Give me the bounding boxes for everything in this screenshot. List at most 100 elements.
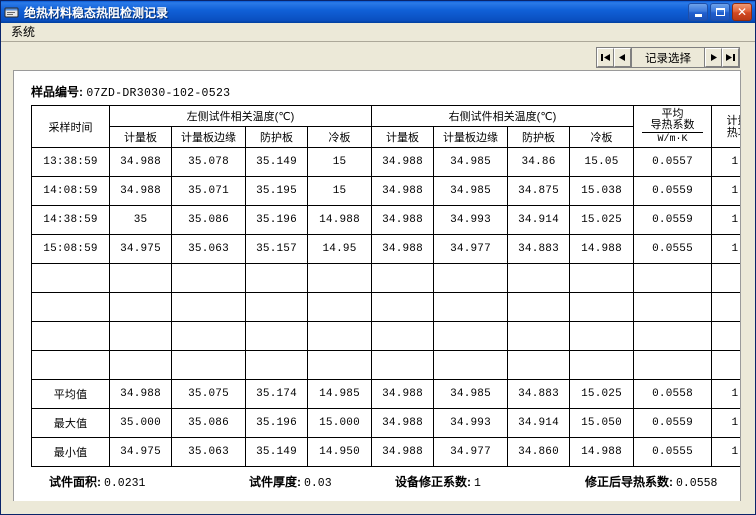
cell-empty (109, 350, 172, 380)
cell-left-edge: 35.078 (171, 147, 246, 177)
cell-left-cold: 14.95 (307, 234, 372, 264)
cell-left-metering: 34.975 (109, 437, 172, 467)
cell-right-cold: 15.050 (569, 408, 634, 438)
cell-empty (633, 350, 712, 380)
cell-empty (245, 321, 308, 351)
header-left-metering-plate: 计量板 (109, 126, 172, 148)
stat-label-minimum: 最小值 (31, 437, 110, 467)
cell-empty (433, 292, 508, 322)
cell-left-edge: 35.086 (171, 408, 246, 438)
cell-empty (307, 292, 372, 322)
window-title: 绝热材料稳态热阻检测记录 (24, 5, 169, 20)
cell-power: 1.721 (711, 205, 740, 235)
cell-empty (433, 321, 508, 351)
table-row-empty[interactable] (31, 350, 740, 380)
cell-empty (171, 350, 246, 380)
header-heating-power: 计量板加 热功率W (711, 105, 741, 148)
cell-right-edge: 34.993 (433, 408, 508, 438)
cell-right-guard: 34.883 (507, 379, 570, 409)
table-row[interactable]: 13:38:59 34.988 35.078 35.149 15 34.988 … (31, 147, 740, 177)
cell-empty (507, 292, 570, 322)
cell-conductivity: 0.0559 (633, 176, 712, 206)
menu-item-system[interactable]: 系统 (11, 24, 36, 39)
stat-label-average: 平均值 (31, 379, 110, 409)
cell-empty (371, 321, 434, 351)
header-group-left: 左侧试件相关温度(℃) (109, 105, 372, 127)
cell-empty (245, 292, 308, 322)
header-right-metering-plate-edge: 计量板边缘 (433, 126, 508, 148)
cell-empty (633, 292, 712, 322)
header-heating-power-line1: 计量板加 (726, 114, 741, 127)
last-record-button[interactable] (722, 48, 739, 67)
cell-right-cold: 14.988 (569, 234, 634, 264)
maximize-button[interactable] (710, 3, 730, 21)
cell-empty (711, 263, 740, 293)
table-row-empty[interactable] (31, 292, 740, 322)
cell-empty (507, 263, 570, 293)
cell-empty (31, 292, 110, 322)
cell-power: 1.715 (711, 379, 740, 409)
table-row-average: 平均值 34.988 35.075 35.174 14.985 34.988 3… (31, 379, 740, 409)
cell-right-cold: 15.025 (569, 379, 634, 409)
cell-right-metering: 34.988 (371, 147, 434, 177)
table-row[interactable]: 14:38:59 35 35.086 35.196 14.988 34.988 … (31, 205, 740, 235)
close-icon: ✕ (736, 4, 748, 19)
cell-left-guard: 35.149 (245, 147, 308, 177)
last-record-icon (725, 53, 736, 62)
cell-right-guard: 34.860 (507, 437, 570, 467)
status-bar (1, 501, 755, 514)
cell-right-edge: 34.977 (433, 437, 508, 467)
cell-empty (507, 350, 570, 380)
record-selector-label[interactable]: 记录选择 (631, 48, 705, 67)
cell-left-guard: 35.195 (245, 176, 308, 206)
corrected-conductivity-value: 0.0558 (676, 477, 718, 490)
sample-number-label: 样品编号: (31, 85, 83, 99)
table-row[interactable]: 15:08:59 34.975 35.063 35.157 14.95 34.9… (31, 234, 740, 264)
cell-empty (307, 263, 372, 293)
next-record-button[interactable] (705, 48, 722, 67)
cell-time: 14:08:59 (31, 176, 110, 206)
cell-power: 1.713 (711, 147, 740, 177)
close-button[interactable]: ✕ (732, 3, 752, 21)
cell-empty (245, 263, 308, 293)
cell-left-edge: 35.071 (171, 176, 246, 206)
table-row-empty[interactable] (31, 263, 740, 293)
cell-empty (633, 263, 712, 293)
cell-right-cold: 15.025 (569, 205, 634, 235)
header-avg-conductivity-line1: 平均 (661, 107, 684, 120)
cell-empty (371, 350, 434, 380)
corrected-conductivity: 修正后导热系数: 0.0558 (585, 473, 717, 490)
cell-empty (31, 263, 110, 293)
cell-left-guard: 35.149 (245, 437, 308, 467)
cell-right-edge: 34.985 (433, 176, 508, 206)
minimize-button[interactable] (688, 3, 708, 21)
table-body: 13:38:59 34.988 35.078 35.149 15 34.988 … (31, 147, 740, 467)
maximize-icon (715, 8, 725, 16)
cell-right-metering: 34.988 (371, 234, 434, 264)
specimen-area-value: 0.0231 (104, 477, 146, 490)
cell-conductivity: 0.0557 (633, 147, 712, 177)
report-content: 样品编号: 07ZD-DR3030-102-0523 采样时间 左侧试件相关温度… (31, 84, 740, 501)
cell-right-metering: 34.988 (371, 205, 434, 235)
table-row-empty[interactable] (31, 321, 740, 351)
cell-empty (171, 263, 246, 293)
previous-record-button[interactable] (614, 48, 631, 67)
app-window-icon (4, 5, 20, 20)
cell-time: 13:38:59 (31, 147, 110, 177)
first-record-button[interactable] (597, 48, 614, 67)
cell-left-metering: 35 (109, 205, 172, 235)
header-left-cold-plate: 冷板 (307, 126, 372, 148)
corrected-conductivity-label: 修正后导热系数: (585, 475, 673, 489)
cell-empty (307, 350, 372, 380)
cell-empty (569, 263, 634, 293)
first-record-icon (600, 53, 611, 62)
title-bar[interactable]: 绝热材料稳态热阻检测记录 ✕ (1, 1, 755, 23)
cell-left-cold: 15.000 (307, 408, 372, 438)
table-row[interactable]: 14:08:59 34.988 35.071 35.195 15 34.988 … (31, 176, 740, 206)
cell-conductivity: 0.0559 (633, 205, 712, 235)
cell-empty (633, 321, 712, 351)
cell-left-guard: 35.157 (245, 234, 308, 264)
cell-left-cold: 14.988 (307, 205, 372, 235)
cell-empty (711, 292, 740, 322)
